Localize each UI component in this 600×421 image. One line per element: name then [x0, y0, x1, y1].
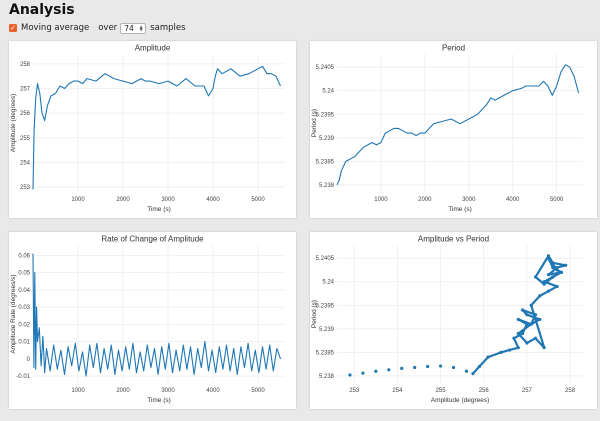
y-tick-label: 0.04	[18, 288, 30, 294]
x-tick-label: 1000	[71, 197, 85, 203]
y-tick-label: 255	[20, 136, 31, 142]
y-tick-label: 5.2395	[316, 303, 335, 309]
rate-of-change-chart: 1000 2000 3000 4000 5000 -0.01 0 0.01 0.02 0.03 0.…	[10, 235, 285, 404]
x-tick-label: 255	[436, 388, 447, 394]
chart-title: Period	[442, 44, 465, 53]
y-tick-label: 0.03	[18, 305, 30, 311]
x-axis-label: Time (s)	[147, 397, 171, 404]
y-tick-label: 5.239	[319, 327, 335, 333]
moving-average-controls: ✓ Moving average over 74 ▲ ▼ samples	[9, 21, 186, 35]
y-axis-label: Period (s)	[311, 300, 318, 328]
y-tick-label: 5.2405	[316, 65, 335, 71]
amplitude-chart: 1000 2000 3000 4000 5000 253 254 255 256 257 258 Am…	[10, 44, 285, 213]
data-point	[387, 368, 391, 372]
amplitude-chart-panel: 1000 2000 3000 4000 5000 253 254 255 256 257 258 Am…	[9, 41, 296, 218]
y-tick-label: 258	[20, 62, 31, 68]
rate-of-change-chart-panel: 1000 2000 3000 4000 5000 -0.01 0 0.01 0.02 0.03 0.…	[9, 232, 296, 409]
data-point	[426, 364, 430, 369]
y-tick-label: 254	[20, 160, 31, 166]
series-line	[336, 64, 580, 186]
page-title: Analysis	[9, 2, 75, 18]
x-axis-label: Amplitude (degrees)	[431, 397, 490, 404]
x-tick-label: 254	[392, 388, 403, 394]
y-tick-label: 0	[27, 357, 31, 363]
data-point	[348, 373, 352, 377]
y-axis-label: Amplitude Rate (degrees/s)	[10, 274, 17, 353]
amplitude-vs-period-chart-panel: 253 254 255 256 257 258 5.238 5.2385 5.239 5.2395…	[310, 232, 597, 409]
data-point	[464, 369, 469, 373]
y-tick-label: 5.2385	[316, 350, 335, 356]
y-axis-label: Period (s)	[311, 109, 318, 137]
over-label: over	[98, 23, 118, 33]
y-tick-label: 5.2385	[316, 159, 335, 165]
moving-average-label: Moving average	[21, 23, 90, 33]
samples-input[interactable]: 74 ▲ ▼	[120, 22, 147, 34]
y-tick-label: 5.24	[322, 89, 334, 95]
samples-value: 74	[124, 23, 134, 33]
y-tick-label: 5.239	[319, 136, 335, 142]
x-tick-label: 4000	[206, 197, 220, 203]
y-tick-label: -0.01	[16, 374, 30, 380]
x-tick-label: 3000	[161, 197, 175, 203]
y-tick-label: 5.2395	[316, 112, 335, 118]
x-axis-label: Time (s)	[147, 206, 171, 213]
data-point	[374, 369, 378, 373]
x-tick-label: 257	[522, 388, 533, 394]
samples-label: samples	[150, 23, 186, 33]
x-tick-label: 258	[565, 388, 576, 394]
y-tick-label: 5.238	[319, 183, 335, 189]
data-point	[438, 364, 443, 368]
x-tick-label: 2000	[116, 197, 130, 203]
x-tick-label: 1000	[374, 197, 388, 203]
y-tick-label: 256	[20, 111, 31, 117]
x-tick-label: 2000	[116, 388, 130, 394]
moving-average-checkbox[interactable]: ✓	[9, 24, 17, 32]
x-tick-label: 256	[479, 388, 490, 394]
y-tick-label: 0.05	[18, 271, 30, 277]
x-axis-label: Time (s)	[448, 206, 472, 213]
chart-title: Rate of Change of Amplitude	[101, 235, 204, 244]
y-tick-label: 0.02	[18, 322, 30, 328]
amplitude-vs-period-chart: 253 254 255 256 257 258 5.238 5.2385 5.239 5.2395…	[311, 235, 583, 404]
x-tick-label: 5000	[550, 197, 564, 203]
y-tick-label: 0.06	[18, 253, 30, 259]
period-chart-panel: 1000 2000 3000 4000 5000 5.238 5.2385 5.239 5.23…	[310, 41, 597, 218]
data-point	[361, 371, 365, 375]
x-tick-label: 1000	[71, 388, 85, 394]
x-tick-label: 5000	[251, 388, 265, 394]
chart-title: Amplitude vs Period	[418, 235, 489, 244]
x-tick-label: 4000	[506, 197, 520, 203]
chart-title: Amplitude	[135, 44, 171, 53]
data-trace	[472, 254, 567, 375]
data-point	[413, 365, 417, 370]
y-tick-label: 5.24	[322, 280, 334, 286]
y-tick-label: 257	[20, 87, 31, 93]
x-tick-label: 3000	[462, 197, 476, 203]
y-tick-label: 0.01	[18, 340, 30, 346]
x-tick-label: 2000	[418, 197, 432, 203]
y-tick-label: 253	[20, 185, 31, 191]
x-tick-label: 5000	[251, 197, 265, 203]
x-tick-label: 3000	[161, 388, 175, 394]
y-tick-label: 5.2405	[316, 256, 335, 262]
series-line	[32, 253, 282, 377]
y-axis-label: Amplitude (degrees)	[10, 94, 17, 153]
series-line	[32, 65, 281, 190]
data-point	[451, 365, 456, 370]
x-tick-label: 253	[349, 388, 360, 394]
x-tick-label: 4000	[206, 388, 220, 394]
data-point	[400, 366, 404, 370]
y-tick-label: 5.238	[319, 374, 335, 380]
period-chart: 1000 2000 3000 4000 5000 5.238 5.2385 5.239 5.23…	[311, 44, 583, 213]
samples-spinner-icon[interactable]: ▲ ▼	[139, 23, 143, 32]
